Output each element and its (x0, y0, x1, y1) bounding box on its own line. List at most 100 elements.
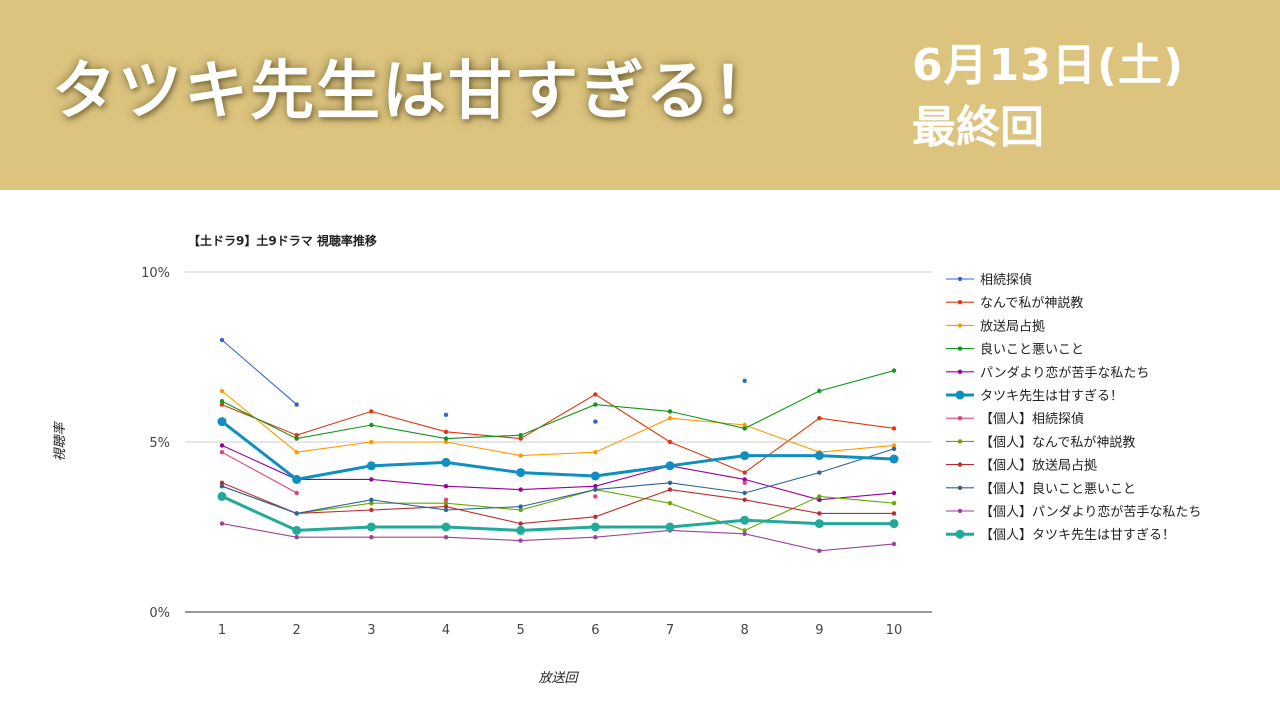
legend-swatch-marker (957, 276, 963, 282)
data-point (294, 436, 299, 441)
data-point (740, 451, 750, 461)
data-point (443, 439, 449, 445)
legend-item: 放送局占拠 (946, 319, 1045, 334)
data-point (443, 497, 449, 502)
data-point (891, 426, 897, 431)
page-title: タツキ先生は甘すぎる！ (52, 55, 778, 129)
series-line (221, 339, 298, 406)
legend-swatch-marker (957, 508, 963, 514)
series-12 (217, 491, 899, 535)
data-point (294, 402, 299, 407)
data-point (817, 494, 822, 499)
series-7 (219, 450, 747, 502)
data-point (369, 535, 374, 540)
data-point (593, 402, 598, 407)
data-point (817, 470, 822, 475)
series-line (221, 495, 894, 532)
legend-label: 【個人】放送局占拠 (980, 459, 1097, 474)
x-tick-label: 1 (218, 623, 226, 638)
series-line (221, 390, 895, 457)
legend-label: 放送局占拠 (980, 319, 1045, 334)
data-point (593, 487, 598, 492)
data-point (742, 490, 747, 496)
data-point (593, 419, 598, 424)
data-point (292, 525, 302, 535)
data-point (518, 538, 523, 543)
data-point (294, 535, 299, 540)
legend-item: 【個人】相続探偵 (946, 412, 1084, 427)
series-line (221, 370, 895, 440)
legend-label: 【個人】良いこと悪いこと (980, 481, 1136, 497)
data-point (742, 426, 747, 431)
data-point (740, 515, 750, 525)
x-tick-label: 2 (293, 623, 301, 638)
legend-label: 【個人】タツキ先生は甘すぎる！ (980, 528, 1175, 543)
legend-item: 【個人】放送局占拠 (946, 459, 1097, 474)
data-point (443, 412, 449, 417)
series-2 (219, 392, 897, 475)
data-point (369, 477, 374, 482)
data-point (518, 521, 523, 526)
legend-swatch-marker (957, 369, 963, 374)
data-point (518, 487, 523, 492)
data-point (667, 416, 673, 421)
data-point (443, 535, 449, 540)
data-point (366, 522, 376, 532)
x-axis-title: 放送回 (538, 671, 579, 686)
legend-item: 【個人】なんで私が神説教 (946, 434, 1135, 450)
final-episode-label: 最終回 (912, 102, 1044, 153)
series-line (221, 444, 895, 501)
series-line (221, 523, 895, 552)
series-line (221, 393, 895, 474)
data-point (219, 480, 225, 485)
data-point (219, 388, 225, 394)
data-point (518, 433, 523, 438)
data-point (369, 422, 374, 428)
data-point (443, 484, 449, 489)
data-point (742, 477, 747, 482)
legend-item: 【個人】タツキ先生は甘すぎる！ (946, 528, 1175, 543)
data-point (742, 422, 747, 428)
data-point (891, 368, 897, 373)
series-11 (219, 521, 897, 553)
data-point (667, 409, 673, 414)
data-point (294, 450, 299, 455)
data-point (593, 494, 598, 499)
legend-item: なんで私が神説教 (946, 295, 1083, 311)
series-line (221, 420, 895, 481)
legend-item: 良いこと悪いこと (946, 342, 1084, 358)
air-date: 6月13日(土) (912, 40, 1185, 91)
series-8 (219, 484, 897, 533)
title-banner: タツキ先生は甘すぎる！ 6月13日(土) 最終回 (0, 0, 1280, 190)
data-point (217, 417, 227, 427)
data-point (667, 487, 673, 492)
data-point (889, 519, 899, 529)
legend-swatch-marker (955, 390, 965, 400)
data-point (742, 470, 747, 475)
data-point (443, 501, 449, 506)
series-5 (219, 443, 897, 502)
series-3 (219, 388, 897, 458)
y-axis-title: 視聴率 (52, 421, 68, 462)
legend-item: 【個人】パンダより恋が苦手な私たち (946, 504, 1201, 520)
data-point (518, 453, 523, 458)
data-point (219, 337, 225, 343)
data-point (516, 525, 526, 535)
data-point (219, 402, 225, 407)
data-point (593, 484, 598, 489)
legend-label: 良いこと悪いこと (980, 342, 1084, 358)
legend-item: パンダより恋が苦手な私たち (946, 365, 1149, 381)
legend-label: 【個人】なんで私が神説教 (980, 434, 1135, 450)
data-point (667, 439, 673, 445)
legend-swatch-marker (955, 529, 965, 539)
x-tick-label: 7 (666, 623, 674, 638)
legend-label: 相続探偵 (980, 273, 1032, 288)
data-point (667, 480, 673, 485)
series-line (221, 451, 297, 494)
series-6 (217, 417, 899, 484)
data-point (516, 468, 526, 478)
data-point (667, 501, 673, 506)
data-point (443, 436, 449, 441)
data-point (814, 451, 824, 461)
data-point (593, 450, 598, 455)
